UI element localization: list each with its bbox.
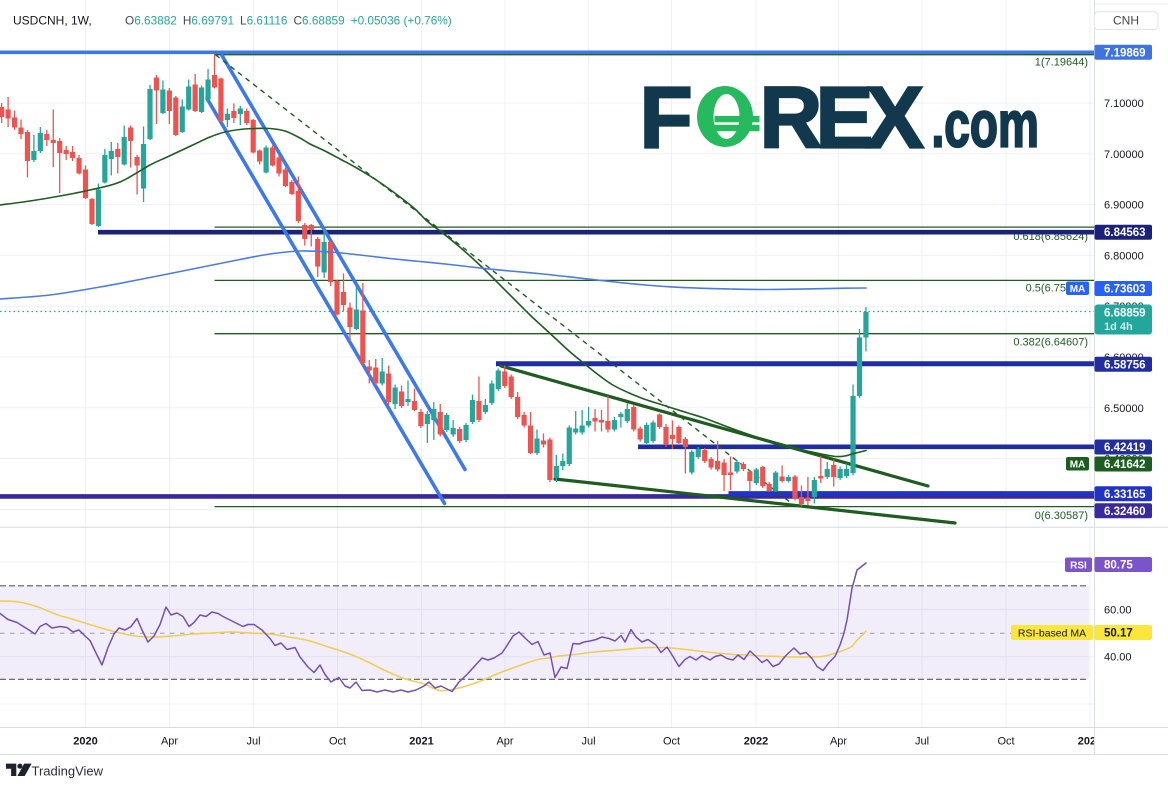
- svg-text:6.84563: 6.84563: [1104, 227, 1146, 239]
- svg-text:7.10000: 7.10000: [1104, 98, 1144, 110]
- svg-text:Apr: Apr: [161, 736, 178, 748]
- svg-text:60.00: 60.00: [1104, 604, 1132, 616]
- svg-text:F: F: [640, 70, 693, 167]
- svg-text:Apr: Apr: [830, 736, 847, 748]
- svg-text:X: X: [866, 70, 924, 167]
- svg-text:1d 4h: 1d 4h: [1104, 321, 1133, 333]
- svg-text:Jul: Jul: [246, 736, 260, 748]
- svg-text:R: R: [760, 70, 823, 167]
- svg-text:7.19869: 7.19869: [1104, 47, 1146, 59]
- svg-text:CNH: CNH: [1113, 14, 1139, 28]
- svg-text:Jul: Jul: [915, 736, 929, 748]
- svg-text:2020: 2020: [73, 736, 97, 748]
- svg-text:7.00000: 7.00000: [1104, 149, 1144, 161]
- svg-text:MA: MA: [1070, 284, 1086, 295]
- svg-text:6.33165: 6.33165: [1104, 489, 1146, 501]
- svg-text:50.17: 50.17: [1104, 628, 1133, 640]
- svg-text:TradingView: TradingView: [32, 763, 104, 778]
- svg-text:Oct: Oct: [997, 736, 1014, 748]
- svg-text:6.58756: 6.58756: [1104, 359, 1146, 371]
- svg-text:Apr: Apr: [496, 736, 513, 748]
- svg-text:0.382(6.64607): 0.382(6.64607): [1013, 337, 1088, 349]
- svg-text:80.75: 80.75: [1104, 560, 1133, 572]
- svg-text:MA: MA: [1070, 459, 1086, 470]
- svg-text:6.80000: 6.80000: [1104, 250, 1144, 262]
- svg-text:0(6.30587): 0(6.30587): [1035, 510, 1088, 522]
- svg-text:6.90000: 6.90000: [1104, 200, 1144, 212]
- svg-text:6.32460: 6.32460: [1104, 506, 1146, 518]
- svg-text:USDCNH, 1W,: USDCNH, 1W,: [13, 14, 92, 28]
- svg-text:40.00: 40.00: [1104, 652, 1132, 664]
- svg-text:Oct: Oct: [663, 736, 680, 748]
- svg-text:6.41642: 6.41642: [1104, 459, 1146, 471]
- svg-text:2022: 2022: [744, 736, 768, 748]
- svg-text:RSI-based MA: RSI-based MA: [1018, 627, 1086, 639]
- svg-text:1(7.19644): 1(7.19644): [1035, 57, 1088, 69]
- svg-text:6.42419: 6.42419: [1104, 442, 1146, 454]
- svg-text:6.50000: 6.50000: [1104, 403, 1144, 415]
- svg-text:RSI: RSI: [1070, 560, 1087, 571]
- svg-text:2021: 2021: [409, 736, 433, 748]
- svg-text:E: E: [816, 70, 874, 167]
- svg-text:6.73603: 6.73603: [1104, 284, 1146, 296]
- svg-text:Oct: Oct: [329, 736, 346, 748]
- svg-text:Jul: Jul: [581, 736, 595, 748]
- svg-text:6.68859: 6.68859: [1104, 308, 1146, 320]
- svg-text:.com: .com: [932, 88, 1039, 161]
